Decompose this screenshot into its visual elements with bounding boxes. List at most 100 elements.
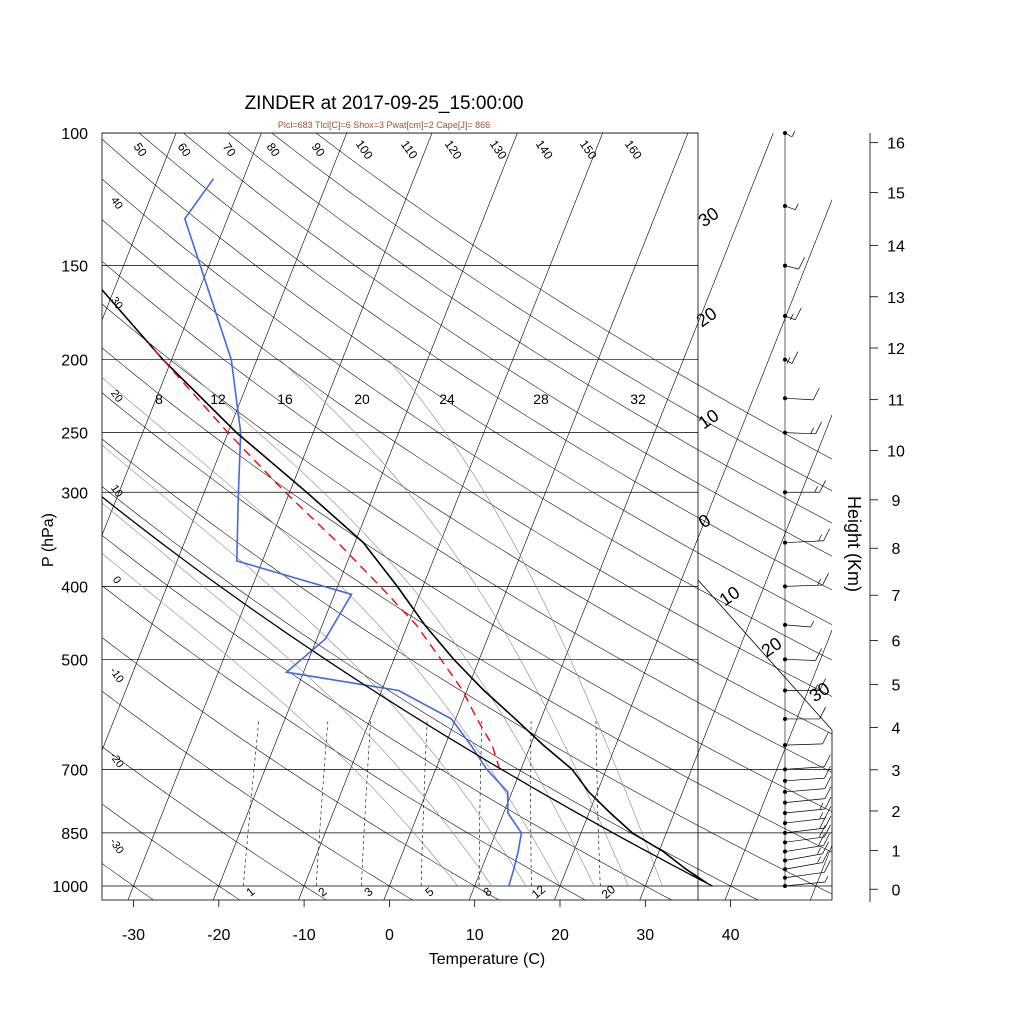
wind-barb-half-flag <box>814 486 818 493</box>
isotherm-left-label: 10 <box>108 483 125 500</box>
isotherm-top-label: 70 <box>220 140 239 159</box>
wind-barb-flag <box>824 786 832 799</box>
pressure-tick-label: 700 <box>61 762 88 779</box>
isotherm-line <box>127 133 433 900</box>
wind-barb-staff <box>784 827 825 834</box>
isotherm-right-label: 10 <box>716 582 744 610</box>
isotherm-left-label: 40 <box>108 195 125 212</box>
wind-barb-half-flag <box>817 847 821 854</box>
mixing-ratio-line <box>243 718 260 887</box>
dry-adiabat-line <box>102 219 832 697</box>
wind-barb-flag <box>824 860 831 873</box>
dry-adiabat-line <box>271 133 832 492</box>
wind-barb-half-flag <box>810 427 814 434</box>
series-dew-point-line <box>183 178 523 887</box>
mixing-ratio-label: 20 <box>599 882 618 902</box>
isotherm-top-label: 100 <box>353 137 376 162</box>
pressure-tick-label: 250 <box>61 426 88 443</box>
mixing-ratio-line <box>478 718 483 886</box>
plot-frame-extension <box>697 579 833 901</box>
moist-adiabat-label: 12 <box>210 391 226 407</box>
isotherm-line <box>383 133 689 900</box>
dry-adiabat-line <box>138 133 832 591</box>
wind-barb-half-flag <box>818 534 822 541</box>
pressure-tick-label: 1000 <box>52 879 88 896</box>
wind-barb-flag <box>824 766 831 779</box>
pressure-tick-label: 150 <box>61 259 88 276</box>
isotherm-line <box>102 133 177 321</box>
wind-barb-flag <box>823 528 830 541</box>
mixing-ratio-line <box>530 718 532 887</box>
height-tick-label: 0 <box>892 882 901 899</box>
wind-barb-staff <box>784 808 826 814</box>
wind-barb-staff <box>784 862 823 870</box>
isotherm-top-label: 130 <box>487 137 510 162</box>
isotherm-right-label: 20 <box>758 633 786 661</box>
dry-adiabat-line <box>102 347 832 813</box>
moist-adiabat-line <box>102 502 493 887</box>
pressure-tick-label: 850 <box>61 826 88 843</box>
mixing-ratio-label: 3 <box>361 884 375 899</box>
mixing-ratio-label: 12 <box>529 882 548 902</box>
isotherm-top-label: 50 <box>131 140 150 159</box>
height-tick-label: 8 <box>892 541 901 558</box>
wind-barb-staff <box>784 359 793 364</box>
wind-barb-half-flag <box>819 812 824 819</box>
dry-adiabat-line <box>102 746 327 900</box>
dry-adiabat-line <box>102 138 832 625</box>
wind-barb-flag <box>819 480 826 493</box>
series-temperature-line <box>102 288 707 884</box>
wind-barb-half-flag <box>810 620 815 628</box>
wind-barb-staff <box>784 818 825 824</box>
height-tick-label: 3 <box>892 763 901 780</box>
isotherm-line <box>102 133 262 536</box>
isotherm-left-label: -10 <box>107 665 126 685</box>
wind-barb-flag <box>795 307 802 320</box>
moist-adiabat-label: 32 <box>630 391 646 407</box>
mixing-ratio-label: 2 <box>315 884 329 899</box>
x-tick-label: 30 <box>636 927 654 944</box>
wind-barb-staff <box>784 315 796 321</box>
height-tick-label: 13 <box>887 290 905 307</box>
wind-barb-flag <box>822 850 829 863</box>
moist-adiabat-line <box>102 444 527 887</box>
dry-adiabat-line <box>102 303 832 773</box>
dry-adiabat-line <box>102 690 414 900</box>
wind-barb-staff <box>784 853 823 861</box>
wind-barb-staff <box>784 132 793 138</box>
height-tick-label: 9 <box>892 493 901 510</box>
isotherm-line <box>639 414 832 900</box>
dry-adiabat-line <box>102 585 586 900</box>
isotherm-top-label: 110 <box>398 138 421 162</box>
wind-barb-staff <box>784 658 816 661</box>
wind-barb-half-flag <box>814 684 818 691</box>
wind-barb-profile <box>783 130 832 888</box>
height-tick-label: 6 <box>892 633 901 650</box>
wind-barb-staff <box>784 743 823 746</box>
height-tick-label: 16 <box>887 136 905 153</box>
dry-adiabat-line <box>102 637 500 900</box>
wind-barb-flag <box>819 824 826 838</box>
wind-barb-flag <box>822 731 829 745</box>
pressure-tick-label: 300 <box>61 485 88 502</box>
x-axis-label: Temperature (C) <box>429 951 545 968</box>
height-tick-label: 11 <box>888 393 905 410</box>
height-tick-label: 12 <box>887 341 905 358</box>
height-tick-label: 4 <box>892 721 901 738</box>
wind-barb-half-flag <box>791 130 796 138</box>
wind-barb-flag <box>822 841 829 854</box>
wind-barb-flag <box>798 256 805 270</box>
mixing-ratio-line <box>361 718 372 887</box>
isotherm-top-label: 150 <box>577 137 600 162</box>
wind-barb-staff <box>784 777 825 782</box>
wind-barb-flag <box>791 351 799 364</box>
isotherm-line <box>0 133 6 905</box>
isotherm-right-label: 20 <box>693 303 721 331</box>
isotherm-line <box>554 199 832 900</box>
mixing-ratio-label: 5 <box>422 884 436 899</box>
pressure-tick-label: 500 <box>61 652 88 669</box>
mixing-ratio-line <box>595 718 601 887</box>
x-tick-label: -20 <box>207 927 230 944</box>
